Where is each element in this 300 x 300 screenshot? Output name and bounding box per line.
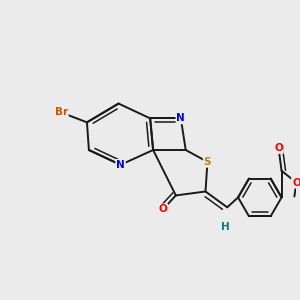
Text: O: O: [292, 178, 300, 188]
Text: O: O: [274, 143, 283, 153]
Text: S: S: [204, 157, 211, 167]
Text: Br: Br: [55, 107, 68, 118]
Text: N: N: [116, 160, 125, 170]
Text: H: H: [221, 222, 230, 232]
Text: N: N: [176, 113, 185, 123]
Text: O: O: [159, 204, 167, 214]
